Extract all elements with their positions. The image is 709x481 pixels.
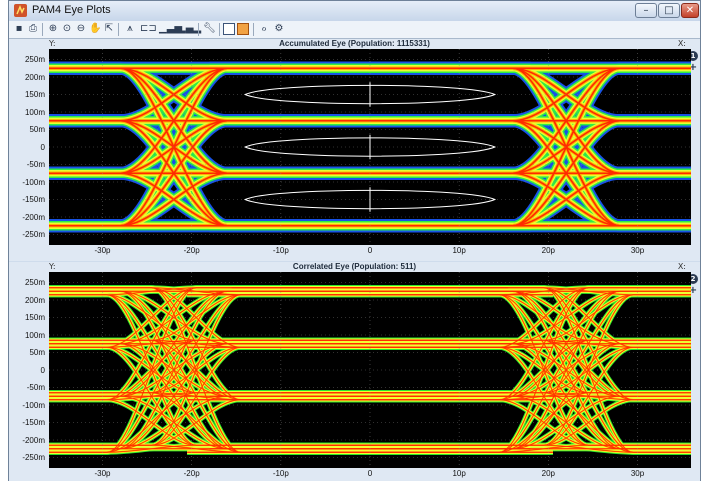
- bar2-icon[interactable]: ▂▄▂: [178, 23, 202, 34]
- accumulated-eye-plot[interactable]: [49, 49, 691, 245]
- y-tick-label: 50m: [29, 125, 45, 134]
- panel-title: Accumulated Eye (Population: 1115331): [279, 39, 430, 48]
- pan-icon[interactable]: ✋: [89, 23, 102, 34]
- eye-opening-contour: [243, 84, 497, 105]
- accumulated-eye-panel: Accumulated Eye (Population: 1115331) Y:…: [9, 39, 700, 261]
- x-tick-label: 0: [367, 469, 373, 478]
- x-axis-label: X:: [677, 39, 686, 48]
- y-axis-label: Y:: [49, 262, 56, 271]
- y-tick-label: -200m: [22, 212, 45, 222]
- y-tick-label: -100m: [22, 177, 45, 187]
- pattern-icon[interactable]: ⊏⊐: [140, 23, 157, 34]
- x-tick-label: 30p: [630, 469, 645, 478]
- x-tick-label: 20p: [541, 469, 555, 478]
- x-tick-label: -10p: [272, 469, 289, 478]
- toolbar: ▪ ⎙ ⊕ ⊙ ⊖ ✋ ⇱ ⩚ ⊏⊐ ▁▃▅ ▂▄▂ 🔧︎ ℴ ⚙: [9, 21, 700, 39]
- x-tick-label: 0: [367, 246, 373, 255]
- split-view-icon[interactable]: [237, 23, 249, 35]
- x-tick-label: 10p: [452, 469, 466, 478]
- eye-trace-layer: [49, 287, 691, 453]
- y-tick-label: 200m: [24, 295, 45, 305]
- eye-trace: [49, 294, 509, 446]
- x-tick-label: 10p: [452, 246, 466, 255]
- add-marker-button[interactable]: +: [688, 62, 698, 73]
- y-tick-label: -100m: [22, 400, 45, 410]
- bar-icon[interactable]: ▁▃▅: [159, 23, 183, 34]
- zoom-in-icon[interactable]: ⊕: [48, 23, 58, 34]
- eye-diagram-svg: [49, 49, 691, 245]
- maximize-button[interactable]: □: [658, 3, 680, 18]
- eye-trace-layer: [49, 67, 691, 227]
- eye-opening-contour: [243, 189, 497, 210]
- correlated-eye-panel: Correlated Eye (Population: 511) Y: X: 2…: [9, 262, 700, 481]
- y-tick-label: -250m: [22, 453, 45, 462]
- x-axis-label: X:: [677, 262, 686, 271]
- trigger-settings-icon[interactable]: ⚙: [274, 23, 284, 34]
- x-tick-label: -30p: [94, 469, 111, 478]
- print-icon[interactable]: ⎙: [29, 23, 37, 34]
- toolbar-separator: [219, 23, 220, 36]
- y-tick-label: 100m: [24, 107, 45, 117]
- y-tick-label: 250m: [24, 278, 45, 287]
- x-tick-label: -20p: [183, 246, 200, 255]
- panel-number-badge[interactable]: 2: [688, 274, 698, 284]
- trigger-icon[interactable]: ℴ: [261, 23, 267, 34]
- eye-plots-window: PAM4 Eye Plots – □ ✕ ▪ ⎙ ⊕ ⊙ ⊖ ✋ ⇱ ⩚ ⊏⊐ …: [8, 0, 701, 481]
- y-axis-label: Y:: [49, 39, 56, 48]
- y-tick-label: -250m: [22, 230, 45, 239]
- grid: [49, 49, 691, 245]
- eye-trace: [209, 67, 691, 227]
- title-bar[interactable]: PAM4 Eye Plots – □ ✕: [9, 1, 700, 22]
- y-tick-label: -200m: [22, 435, 45, 445]
- x-tick-label: -30p: [94, 246, 111, 255]
- eye-trace: [187, 294, 691, 341]
- x-tick-label: -20p: [183, 469, 200, 478]
- y-tick-label: -150m: [22, 418, 45, 427]
- panel-title: Correlated Eye (Population: 511): [292, 262, 417, 271]
- wrench-icon[interactable]: 🔧︎: [203, 23, 216, 34]
- eye-opening-contour: [243, 137, 497, 157]
- x-tick-label: 30p: [630, 246, 645, 255]
- y-tick-label: -50m: [26, 383, 45, 392]
- eye-trace: [187, 294, 691, 446]
- y-tick-label: 200m: [24, 72, 45, 82]
- eye-trace: [209, 290, 691, 345]
- toolbar-separator: [198, 23, 199, 36]
- save-icon[interactable]: ▪: [15, 23, 23, 34]
- zoom-out-icon[interactable]: ⊖: [76, 23, 86, 34]
- app-icon: [14, 4, 27, 17]
- toolbar-separator: [118, 23, 119, 36]
- close-button[interactable]: ✕: [681, 3, 699, 18]
- eye-diagram-svg: [49, 272, 691, 468]
- minimize-button[interactable]: –: [635, 3, 657, 18]
- add-marker-button[interactable]: +: [688, 285, 698, 296]
- y-tick-label: 0: [40, 142, 45, 152]
- window-title: PAM4 Eye Plots: [32, 4, 111, 16]
- eye-cross-icon[interactable]: ⩚: [127, 23, 133, 34]
- y-tick-label: 0: [40, 365, 45, 375]
- eye-trace: [49, 294, 509, 341]
- x-tick-label: -10p: [272, 246, 289, 255]
- correlated-eye-plot[interactable]: [49, 272, 691, 468]
- y-tick-label: 250m: [24, 55, 45, 64]
- eye-trace: [231, 287, 691, 348]
- toolbar-separator: [42, 23, 43, 36]
- y-tick-label: -50m: [26, 160, 45, 169]
- y-tick-label: 50m: [29, 348, 45, 357]
- panel-number-badge[interactable]: 1: [688, 51, 698, 61]
- y-tick-label: 150m: [24, 90, 45, 99]
- fit-icon[interactable]: ⇱: [104, 23, 114, 34]
- eye-trace: [49, 287, 553, 348]
- x-tick-label: 20p: [541, 246, 555, 255]
- zoom-region-icon[interactable]: ⊙: [62, 23, 72, 34]
- single-view-icon[interactable]: [223, 23, 235, 35]
- toolbar-separator: [253, 23, 254, 36]
- y-tick-label: -150m: [22, 195, 45, 204]
- grid: [49, 272, 691, 468]
- y-tick-label: 100m: [24, 330, 45, 340]
- y-tick-label: 150m: [24, 313, 45, 322]
